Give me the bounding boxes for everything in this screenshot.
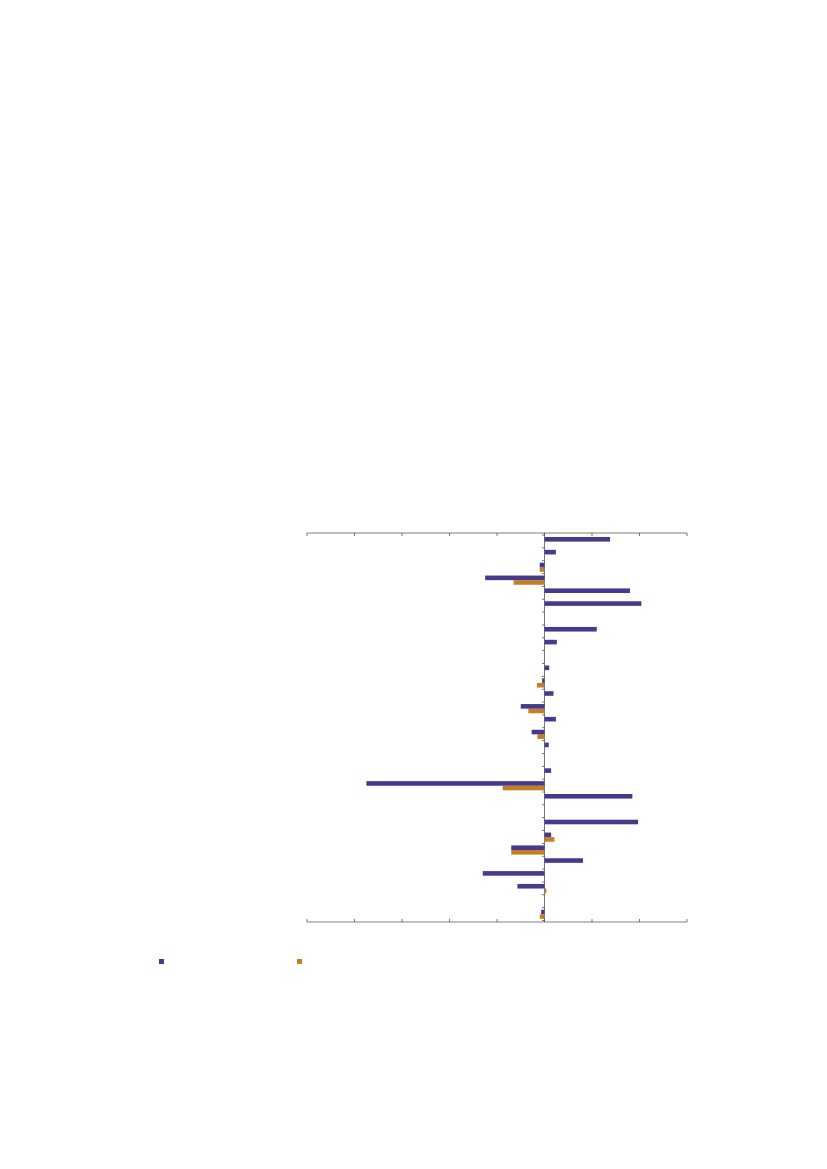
series-1-bar	[544, 742, 549, 748]
series-1-bar	[544, 691, 554, 696]
series-1-bar	[544, 626, 597, 632]
series-1-bar	[544, 858, 583, 863]
legend-swatch-series-1	[159, 959, 164, 964]
legend-item-series-1	[159, 959, 297, 964]
legend-swatch-series-2	[297, 959, 302, 964]
series-1-bar	[544, 794, 633, 799]
series-1-bar	[544, 716, 556, 722]
series-1-bar	[544, 601, 642, 606]
series-1-bar	[544, 588, 630, 593]
series-2-bar	[539, 567, 545, 572]
series-1-bar	[544, 549, 556, 555]
series-1-bars	[366, 537, 642, 915]
legend-item-series-2	[297, 959, 435, 964]
series-1-bar	[544, 537, 611, 542]
series-1-bar	[544, 768, 552, 773]
series-1-bar	[517, 883, 545, 889]
series-1-bar	[531, 729, 545, 735]
series-1-bar	[539, 562, 545, 568]
series-1-bar	[541, 909, 545, 915]
series-1-bar	[511, 845, 545, 850]
series-2-bar	[544, 837, 555, 842]
series-2-bar	[511, 850, 545, 855]
series-2-bar	[539, 914, 545, 919]
series-1-bar	[544, 665, 550, 671]
series-2-bar	[528, 708, 545, 714]
series-1-bar	[542, 678, 545, 683]
series-1-bar	[544, 639, 557, 645]
series-1-bar	[544, 819, 639, 825]
series-2-bars	[502, 567, 555, 919]
series-1-bar	[366, 781, 545, 786]
series-1-bar	[544, 832, 552, 838]
series-1-bar	[485, 575, 545, 581]
series-2-bar	[537, 734, 545, 739]
series-2-bar	[513, 580, 545, 585]
chart-axes	[306, 532, 688, 923]
series-2-bar	[502, 785, 545, 791]
series-2-bar	[544, 888, 547, 894]
chart-legend	[159, 959, 435, 964]
series-1-bar	[520, 704, 545, 709]
series-2-bar	[536, 682, 545, 688]
series-1-bar	[482, 871, 545, 876]
